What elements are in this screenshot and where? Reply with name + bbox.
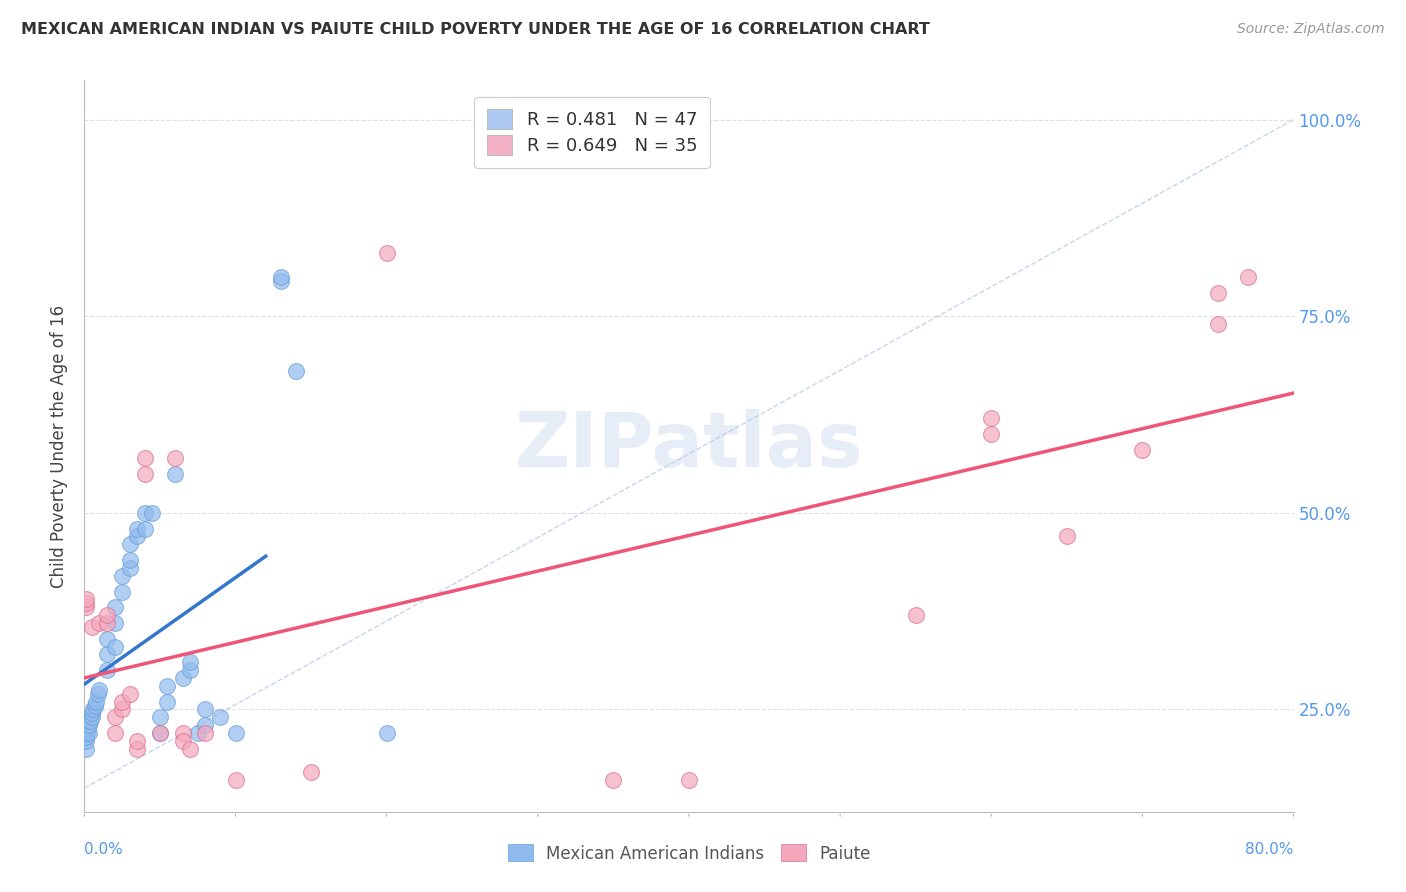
Point [75,596,97,610]
Point [79,714,101,729]
Point [77,718,100,732]
Point [149,726,172,740]
Point [86,695,108,709]
Point [127,529,149,543]
Point [179,663,201,677]
Point [118,561,141,575]
Point [89,682,111,697]
Point [111,695,134,709]
Point [96,608,118,623]
Point [75,741,97,756]
Point [209,710,232,724]
Point [134,522,156,536]
Point [1206,285,1229,300]
Point [134,467,156,481]
Point [127,741,149,756]
Text: MEXICAN AMERICAN INDIAN VS PAIUTE CHILD POVERTY UNDER THE AGE OF 16 CORRELATION : MEXICAN AMERICAN INDIAN VS PAIUTE CHILD … [21,22,929,37]
Point [104,710,127,724]
Point [285,364,308,378]
Point [104,726,127,740]
Point [904,608,927,623]
Point [1206,317,1229,331]
Point [375,726,398,740]
Text: 0.0%: 0.0% [84,842,124,857]
Point [375,246,398,260]
Point [194,718,217,732]
Legend: Mexican American Indians, Paiute: Mexican American Indians, Paiute [501,838,877,869]
Point [82,702,104,716]
Point [96,615,118,630]
Point [111,702,134,716]
Point [75,600,97,615]
Point [980,411,1002,425]
Point [76,726,98,740]
Point [172,734,194,748]
Point [127,734,149,748]
Point [104,600,127,615]
Point [187,726,209,740]
Point [96,663,118,677]
Point [179,655,201,669]
Point [602,773,624,788]
Text: ZIPatlas: ZIPatlas [515,409,863,483]
Point [80,706,103,721]
Point [141,506,163,520]
Point [118,687,141,701]
Point [156,679,179,693]
Point [134,450,156,465]
Y-axis label: Child Poverty Under the Age of 16: Child Poverty Under the Age of 16 [49,304,67,588]
Point [172,726,194,740]
Point [77,726,100,740]
Point [87,687,110,701]
Point [1130,442,1153,457]
Point [299,765,322,780]
Point [1237,269,1260,284]
Point [80,710,103,724]
Point [165,450,187,465]
Point [111,584,134,599]
Point [149,726,172,740]
Point [225,773,247,788]
Point [165,467,187,481]
Point [75,730,97,744]
Point [156,695,179,709]
Point [84,698,107,713]
Point [678,773,700,788]
Point [96,632,118,646]
Point [172,671,194,685]
Point [80,620,103,634]
Point [270,274,292,288]
Point [194,702,217,716]
Point [127,522,149,536]
Point [149,710,172,724]
Point [96,648,118,662]
Point [104,615,127,630]
Point [1056,529,1078,543]
Point [179,741,201,756]
Point [225,726,247,740]
Point [111,568,134,582]
Point [89,615,111,630]
Point [980,427,1002,442]
Point [75,734,97,748]
Point [75,592,97,607]
Point [194,726,217,740]
Point [76,722,98,736]
Point [118,553,141,567]
Point [104,640,127,654]
Point [118,537,141,551]
Point [134,506,156,520]
Text: 80.0%: 80.0% [1246,842,1294,857]
Text: Source: ZipAtlas.com: Source: ZipAtlas.com [1237,22,1385,37]
Point [270,269,292,284]
